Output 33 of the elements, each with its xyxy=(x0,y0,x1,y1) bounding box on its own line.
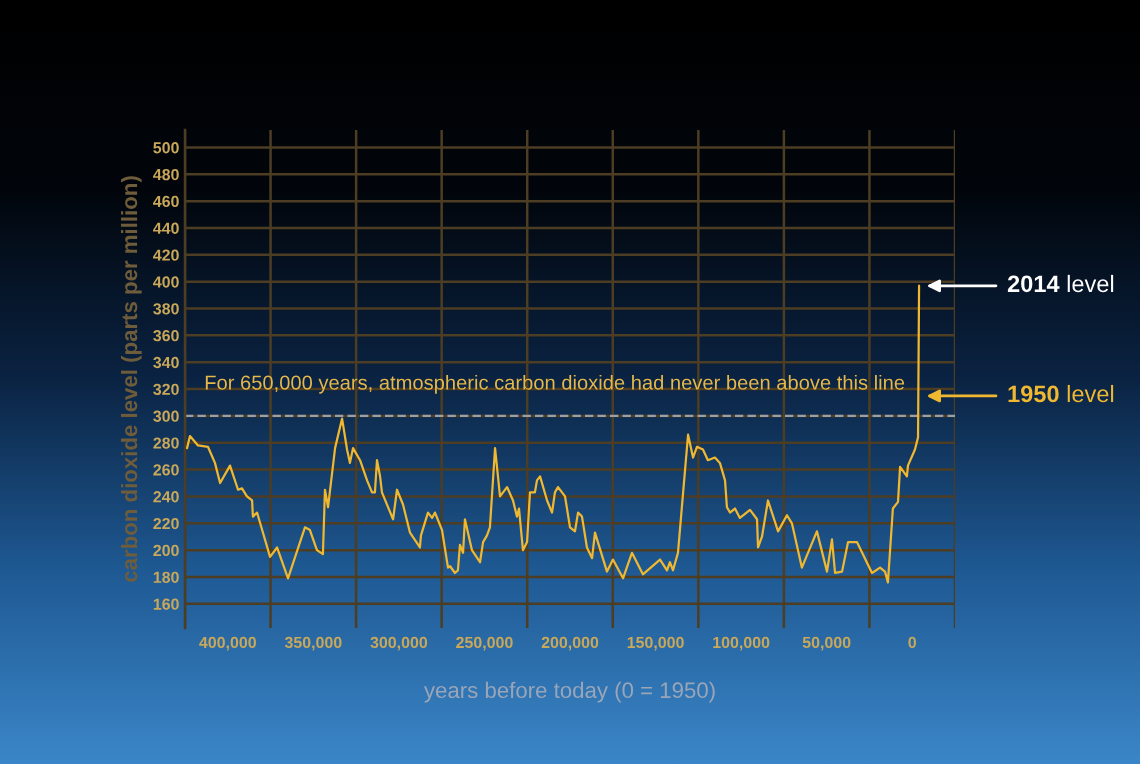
y-tick-label: 180 xyxy=(153,571,179,583)
y-tick-label: 480 xyxy=(153,168,179,181)
x-tick-label: 250,000 xyxy=(456,636,513,651)
y-tick-label: 280 xyxy=(153,437,179,449)
y-tick-label: 380 xyxy=(153,303,179,315)
y-tick-label: 440 xyxy=(153,222,179,234)
x-tick-label: 0 xyxy=(908,636,917,649)
y-tick-label: 460 xyxy=(153,195,179,208)
x-axis-title: years before today (0 = 1950) xyxy=(423,681,715,703)
y-tick-label: 420 xyxy=(153,249,179,261)
y-tick-label: 340 xyxy=(153,356,179,369)
line-series xyxy=(185,284,921,584)
y-tick-label: 160 xyxy=(153,598,179,610)
y-tick-label: 240 xyxy=(153,491,179,503)
y-tick-label: 320 xyxy=(153,383,179,396)
y-axis-title: carbon dioxide level (parts per million) xyxy=(120,176,142,582)
x-tick-label: 300,000 xyxy=(370,636,428,651)
y-tick-label: 400 xyxy=(153,276,179,288)
ref-line-label: For 650,000 years, atmospheric carbon dioxide had never been above this line xyxy=(205,374,905,394)
y-tick-label: 300 xyxy=(153,410,179,422)
x-tick-label: 50,000 xyxy=(802,636,851,651)
x-tick-label: 150,000 xyxy=(627,636,684,651)
y-tick-label: 220 xyxy=(153,517,179,530)
y-tick-label: 200 xyxy=(153,544,179,557)
text: 2014 level xyxy=(1007,274,1114,293)
x-tick-label: 100,000 xyxy=(713,636,770,651)
y-tick-label: 260 xyxy=(153,464,179,476)
y-tick-label: 500 xyxy=(153,142,179,154)
x-tick-label: 350,000 xyxy=(284,636,342,651)
y-tick-label: 360 xyxy=(153,330,179,342)
x-tick-label: 400,000 xyxy=(199,636,256,651)
text: 1950 level xyxy=(1008,384,1114,403)
x-tick-label: 200,000 xyxy=(541,636,599,651)
